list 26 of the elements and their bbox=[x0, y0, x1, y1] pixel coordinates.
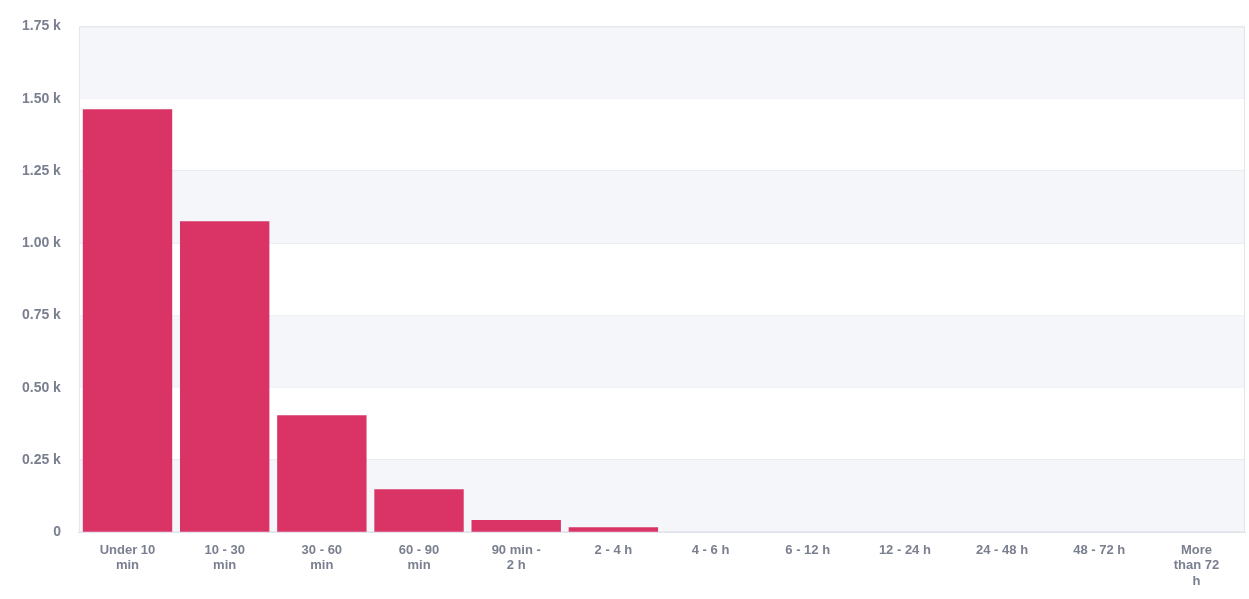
x-tick-label: 48 - 72 h bbox=[1073, 541, 1126, 557]
y-tick-label: 1.00 k bbox=[21, 234, 62, 251]
bar bbox=[82, 109, 173, 532]
y-tick-label: 1.50 k bbox=[21, 89, 62, 106]
x-tick-label: More than 72 h bbox=[1173, 541, 1220, 588]
x-tick-label: 2 - 4 h bbox=[594, 541, 633, 557]
bar bbox=[568, 527, 659, 532]
x-tick-label: 90 min - 2 h bbox=[491, 541, 541, 573]
y-tick-label: 1.75 k bbox=[21, 17, 62, 34]
x-tick-label: 60 - 90 min bbox=[398, 541, 440, 573]
y-tick-label: 0.75 k bbox=[21, 306, 62, 323]
x-tick-label: 12 - 24 h bbox=[878, 541, 931, 557]
bar bbox=[471, 520, 561, 532]
x-tick-label: 30 - 60 min bbox=[301, 541, 343, 573]
x-tick-label: 4 - 6 h bbox=[691, 541, 730, 557]
x-tick-label: 10 - 30 min bbox=[204, 541, 245, 573]
x-tick-label: Under 10 min bbox=[99, 541, 156, 573]
bar bbox=[179, 221, 270, 532]
y-tick-label: 1.25 k bbox=[21, 161, 62, 178]
y-tick-label: 0.25 k bbox=[21, 450, 62, 467]
bar bbox=[277, 415, 367, 532]
x-tick-label: 24 - 48 h bbox=[976, 541, 1029, 557]
y-tick-label: 0 bbox=[53, 523, 62, 540]
bar bbox=[374, 489, 464, 532]
y-tick-label: 0.50 k bbox=[21, 378, 62, 395]
x-tick-label: 6 - 12 h bbox=[785, 541, 831, 557]
